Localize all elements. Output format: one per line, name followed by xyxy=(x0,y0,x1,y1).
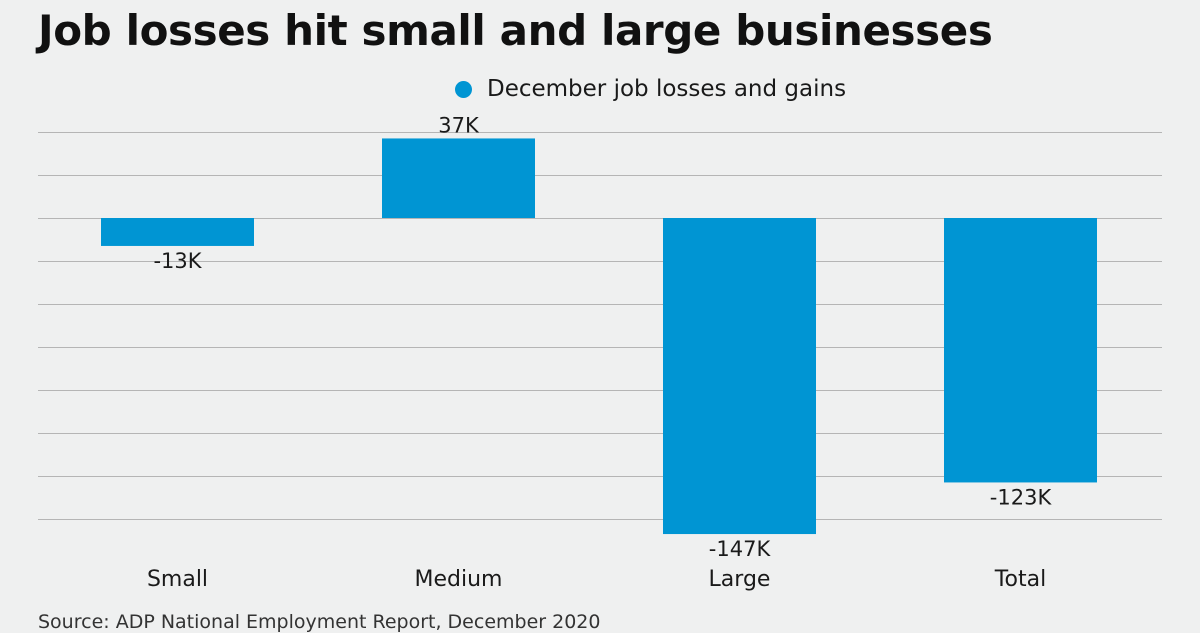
data-label-small: -13K xyxy=(153,249,202,273)
bar-large xyxy=(663,218,816,535)
category-label-large: Large xyxy=(709,567,771,592)
source-note: Source: ADP National Employment Report, … xyxy=(38,611,601,633)
category-labels: Small Medium Large Total xyxy=(147,567,1046,592)
data-label-total: -123K xyxy=(990,485,1053,509)
data-labels: -13K 37K -147K -123K xyxy=(153,113,1052,561)
legend-swatch-icon xyxy=(455,80,472,98)
category-label-small: Small xyxy=(147,567,208,592)
data-label-medium: 37K xyxy=(438,113,480,137)
data-label-large: -147K xyxy=(709,537,772,561)
category-label-medium: Medium xyxy=(415,567,503,592)
bar-small xyxy=(101,218,254,246)
legend-label: December job losses and gains xyxy=(487,76,847,102)
chart-title: Job losses hit small and large businesse… xyxy=(38,6,993,55)
legend: December job losses and gains xyxy=(455,73,846,105)
category-label-total: Total xyxy=(994,567,1046,592)
bar-total xyxy=(944,218,1097,483)
bar-medium xyxy=(382,138,535,218)
bars xyxy=(101,138,1097,535)
